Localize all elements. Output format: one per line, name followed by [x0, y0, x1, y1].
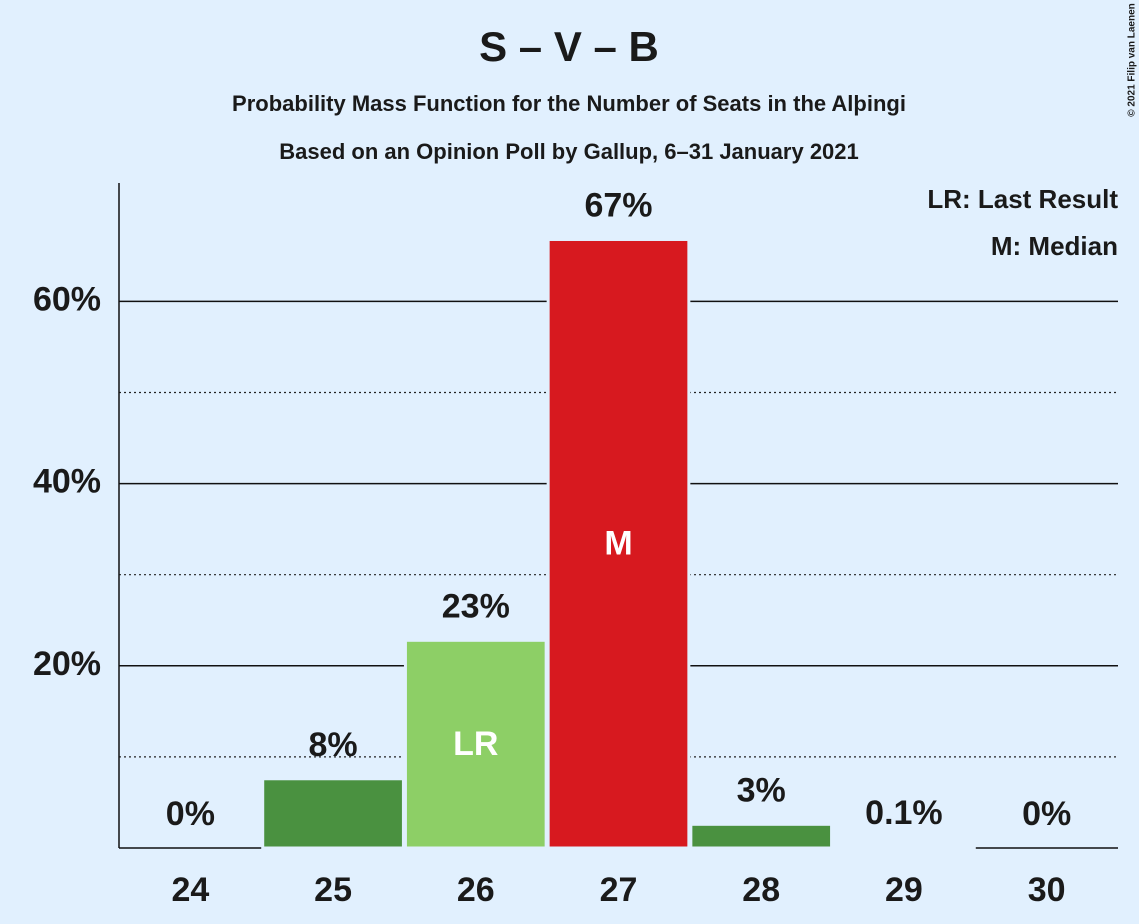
value-label: 0%	[166, 795, 215, 833]
value-label: 0%	[1022, 795, 1071, 833]
y-tick-label: 20%	[33, 645, 101, 683]
bar-annotation: M	[604, 525, 632, 563]
bar	[261, 777, 405, 850]
x-tick-label: 30	[1028, 871, 1066, 909]
bar	[546, 237, 691, 850]
y-tick-label: 60%	[33, 280, 101, 318]
x-tick-label: 26	[457, 871, 495, 909]
chart-title: S – V – B	[479, 23, 659, 70]
x-tick-label: 29	[885, 871, 923, 909]
bar	[832, 845, 976, 850]
bar-annotation: LR	[453, 725, 498, 763]
x-tick-label: 27	[600, 871, 638, 909]
legend-entry: LR: Last Result	[927, 184, 1118, 214]
x-tick-label: 25	[314, 871, 352, 909]
copyright: © 2021 Filip van Laenen	[1127, 3, 1138, 117]
legend-entry: M: Median	[991, 231, 1118, 261]
y-tick-label: 40%	[33, 463, 101, 501]
value-label: 8%	[309, 726, 358, 764]
value-label: 3%	[737, 771, 786, 809]
bar	[689, 822, 834, 850]
value-label: 67%	[584, 186, 652, 224]
chart-subtitle: Based on an Opinion Poll by Gallup, 6–31…	[279, 139, 859, 164]
x-tick-label: 24	[171, 871, 209, 909]
value-label: 0.1%	[865, 794, 943, 832]
bar	[403, 638, 548, 850]
x-tick-label: 28	[742, 871, 780, 909]
chart-subtitle: Probability Mass Function for the Number…	[232, 91, 906, 116]
value-label: 23%	[442, 587, 510, 625]
